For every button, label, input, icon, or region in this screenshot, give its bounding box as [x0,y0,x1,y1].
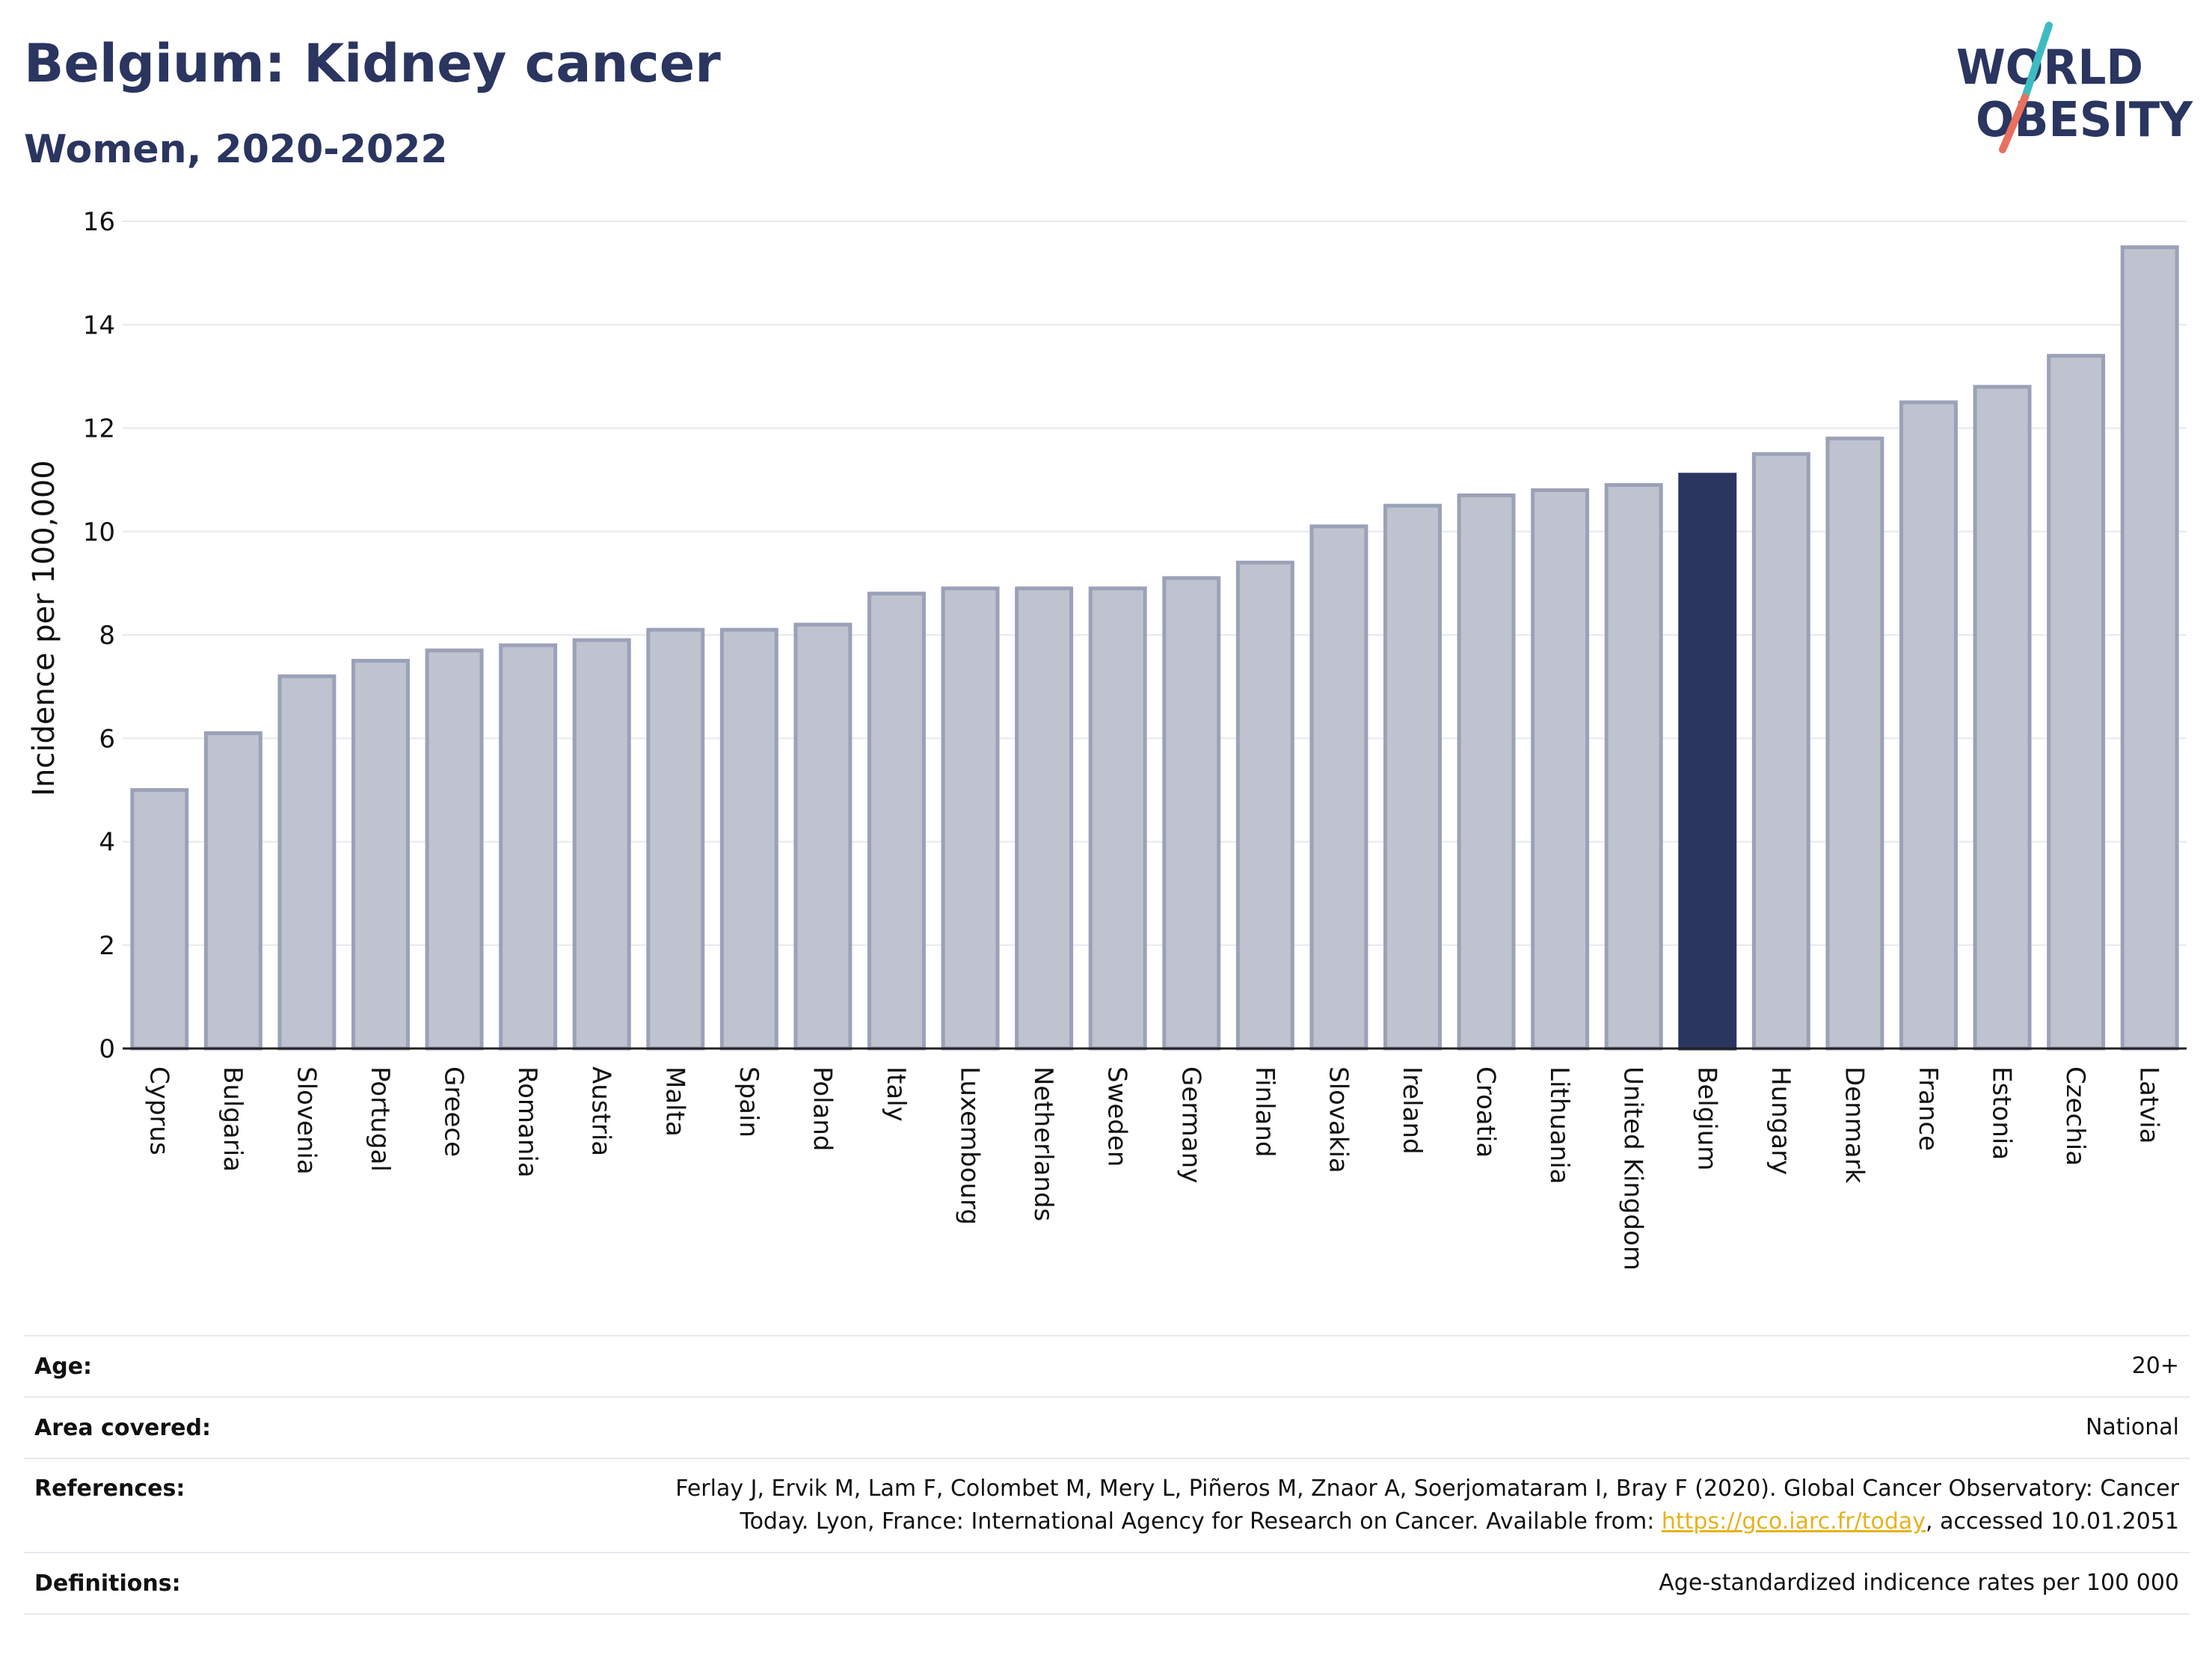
references-line2-post: , accessed 10.01.2051 [1926,1508,2179,1535]
references-line1: Ferlay J, Ervik M, Lam F, Colombet M, Me… [675,1476,2179,1502]
bar-france [1899,400,1958,1051]
y-tick-label: 10 [83,518,115,547]
bar-cyprus [130,787,189,1051]
info-row-age: Age: 20+ [24,1336,2190,1397]
bar-greece [425,648,484,1051]
definitions-label: Definitions: [34,1570,181,1597]
x-tick-label: United Kingdom [1618,1066,1648,1271]
bar-slovenia [277,674,337,1051]
references-link[interactable]: https://gco.iarc.fr/today [1661,1508,1926,1535]
x-tick-label: Italy [881,1066,911,1122]
bar-chart: 0 2 4 6 8 10 12 14 16 Cyprus Bulgaria Slovenia Portu… [27,207,2187,1271]
y-tick-label: 16 [83,207,115,237]
x-tick-label: Czechia [2060,1066,2090,1166]
references-line2-pre: Today. Lyon, France: International Agenc… [740,1508,1662,1535]
x-tick-label: Belgium [1692,1066,1721,1170]
bar-portugal [351,659,410,1051]
bar-austria [572,638,631,1051]
chart-title: Belgium: Kidney cancer [24,33,721,94]
bar-italy [867,592,926,1051]
y-tick-label: 2 [99,931,115,961]
y-tick-label: 12 [83,414,115,444]
x-tick-label: Netherlands [1028,1066,1058,1221]
bar-poland [793,622,852,1051]
bar-luxembourg [941,586,1000,1051]
bar-finland [1235,560,1294,1051]
bar-slovakia [1309,524,1368,1051]
area-value: National [2085,1414,2179,1440]
world-obesity-logo: WORLD OBESITY [1956,22,2193,153]
x-tick-label: Croatia [1471,1066,1501,1158]
x-tick-label: Hungary [1766,1066,1795,1175]
bar-highlight-belgium [1678,473,1737,1051]
references-value: Ferlay J, Ervik M, Lam F, Colombet M, Me… [314,1458,2190,1553]
chart-subtitle: Women, 2020-2022 [24,127,448,172]
x-tick-label: France [1913,1066,1943,1151]
age-label: Age: [34,1353,93,1380]
x-tick-label: Malta [660,1066,689,1137]
info-row-references: References: Ferlay J, Ervik M, Lam F, Co… [24,1458,2190,1553]
area-label: Area covered: [34,1414,211,1441]
bar-ireland [1383,503,1442,1051]
y-tick-label: 14 [83,310,115,340]
x-tick-label: Estonia [1987,1066,2017,1160]
x-tick-label: Austria [586,1066,616,1156]
x-tick-label: Spain [734,1066,764,1137]
logo-slash-top [2021,22,2053,101]
x-tick-label: Ireland [1397,1066,1427,1155]
info-table: Age: 20+ Area covered: National Referenc… [24,1335,2190,1615]
x-tick-label: Portugal [365,1066,395,1172]
bar-croatia [1457,493,1516,1051]
x-tick-label: Poland [807,1066,837,1152]
y-tick-label: 0 [99,1034,115,1064]
bar-sweden [1088,586,1147,1051]
x-tick-label: Romania [512,1066,542,1178]
bars [130,245,2179,1051]
info-row-definitions: Definitions: Age-standardized indicence … [24,1553,2190,1614]
bar-netherlands [1015,586,1074,1051]
x-tick-label: Denmark [1839,1066,1869,1184]
bar-denmark [1825,436,1884,1051]
y-tick-label: 8 [99,621,115,651]
bar-hungary [1751,452,1810,1051]
logo-slash-bottom [1999,93,2029,153]
bar-estonia [1973,384,2032,1051]
bar-latvia [2120,245,2179,1051]
x-tick-label: Bulgaria [218,1066,248,1172]
bar-spain [719,627,778,1051]
x-tick-label: Cyprus [144,1066,173,1155]
bar-malta [646,627,705,1051]
bar-lithuania [1531,488,1590,1051]
bar-united-kingdom [1604,483,1663,1051]
x-tick-label: Greece [439,1066,469,1157]
logo-line-world: WORLD [1956,40,2143,96]
info-row-area: Area covered: National [24,1397,2190,1458]
x-tick-label: Finland [1250,1066,1279,1158]
x-tick-label: Latvia [2134,1066,2164,1144]
x-tick-label: Slovakia [1323,1066,1353,1173]
definitions-value: Age-standardized indicence rates per 100… [1659,1570,2179,1596]
axes: 0 2 4 6 8 10 12 14 16 Cyprus Bulgaria Slovenia Portu… [83,207,2187,1271]
y-tick-label: 6 [99,724,115,754]
bar-germany [1162,576,1221,1051]
bar-bulgaria [203,731,262,1051]
x-tick-label: Slovenia [291,1066,321,1175]
x-tick-label: Sweden [1102,1066,1132,1167]
x-tick-label: Lithuania [1544,1066,1574,1184]
references-label: References: [34,1476,185,1502]
bar-romania [499,643,558,1051]
y-tick-label: 4 [99,828,115,858]
age-value: 20+ [2131,1353,2179,1379]
bar-czechia [2047,354,2106,1051]
x-tick-label: Luxembourg [955,1066,985,1225]
y-axis-title: Incidence per 100,000 [27,460,61,796]
x-tick-label: Germany [1176,1066,1205,1183]
